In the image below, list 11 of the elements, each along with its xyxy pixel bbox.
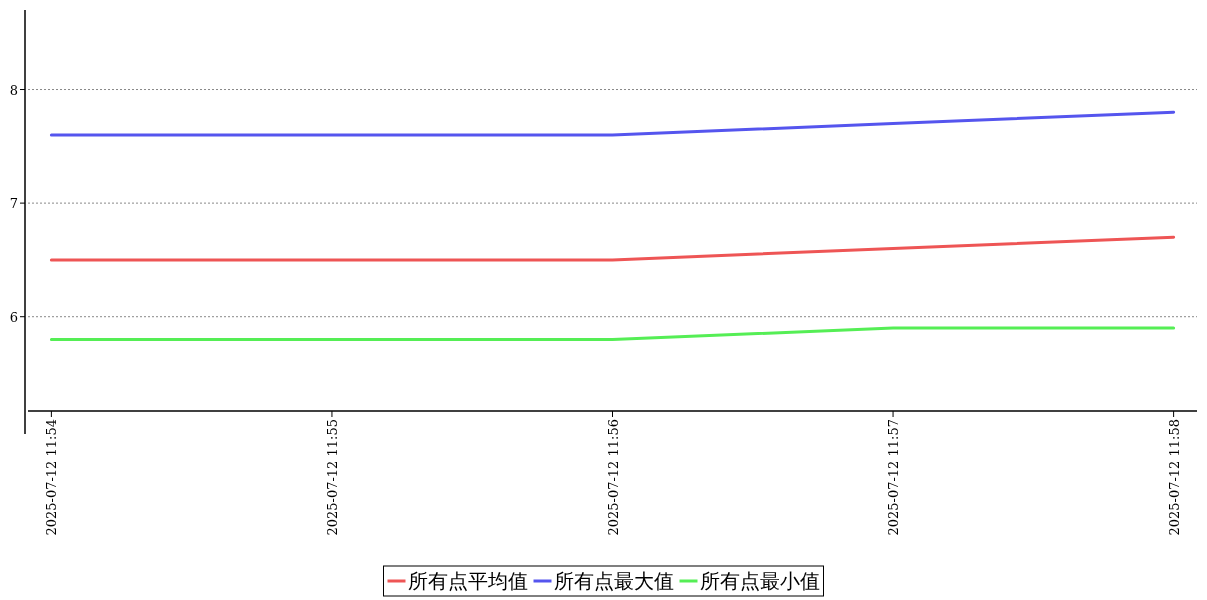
- y-tick-label: 8: [9, 82, 18, 98]
- x-tick-label: 2025-07-12 11:57: [886, 419, 902, 536]
- y-tick-label: 6: [9, 309, 18, 325]
- legend-label: 所有点平均值: [407, 569, 528, 593]
- x-tick-label: 2025-07-12 11:54: [44, 419, 60, 536]
- y-tick-label: 7: [9, 196, 18, 212]
- legend-label: 所有点最大值: [553, 569, 674, 593]
- legend-label: 所有点最小值: [699, 569, 820, 593]
- x-tick-label: 2025-07-12 11:56: [605, 419, 621, 536]
- x-tick-label: 2025-07-12 11:58: [1166, 419, 1182, 536]
- x-tick-label: 2025-07-12 11:55: [324, 419, 340, 536]
